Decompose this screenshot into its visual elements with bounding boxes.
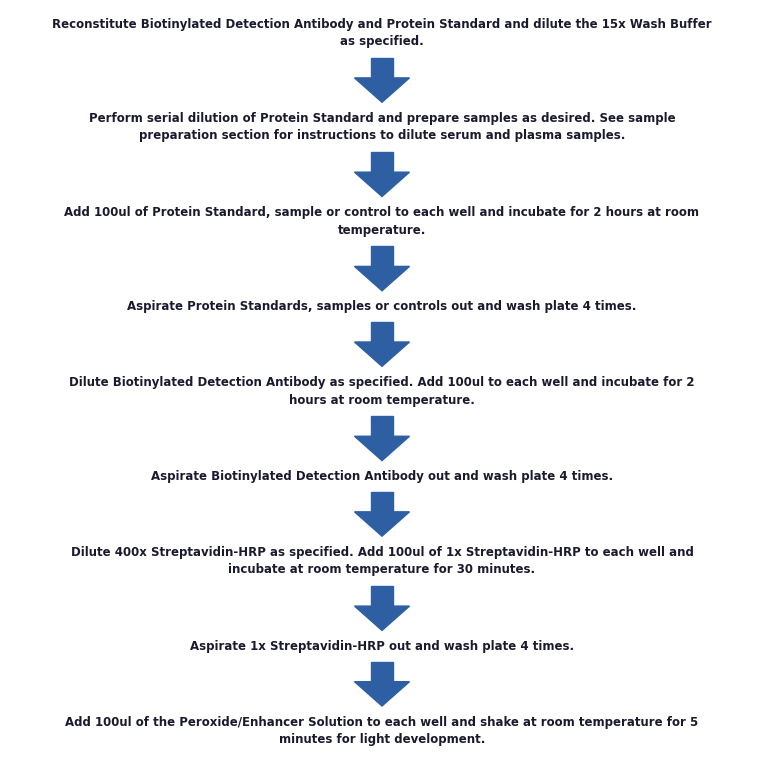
Text: Dilute 400x Streptavidin-HRP as specified. Add 100ul of 1x Streptavidin-HRP to e: Dilute 400x Streptavidin-HRP as specifie… — [70, 546, 694, 576]
Bar — [371, 247, 393, 267]
Bar — [371, 416, 393, 436]
Bar — [371, 322, 393, 342]
Text: Aspirate 1x Streptavidin-HRP out and wash plate 4 times.: Aspirate 1x Streptavidin-HRP out and was… — [190, 639, 574, 652]
Polygon shape — [354, 342, 410, 367]
Polygon shape — [354, 267, 410, 291]
Bar — [371, 586, 393, 606]
Polygon shape — [354, 512, 410, 536]
Text: Aspirate Protein Standards, samples or controls out and wash plate 4 times.: Aspirate Protein Standards, samples or c… — [128, 300, 636, 313]
Bar — [371, 58, 393, 78]
Text: Add 100ul of the Peroxide/Enhancer Solution to each well and shake at room tempe: Add 100ul of the Peroxide/Enhancer Solut… — [66, 716, 698, 746]
Polygon shape — [354, 436, 410, 461]
Text: Perform serial dilution of Protein Standard and prepare samples as desired. See : Perform serial dilution of Protein Stand… — [89, 112, 675, 143]
Polygon shape — [354, 681, 410, 706]
Text: Dilute Biotinylated Detection Antibody as specified. Add 100ul to each well and : Dilute Biotinylated Detection Antibody a… — [70, 376, 694, 406]
Polygon shape — [354, 172, 410, 196]
Text: Aspirate Biotinylated Detection Antibody out and wash plate 4 times.: Aspirate Biotinylated Detection Antibody… — [151, 470, 613, 483]
Bar — [371, 152, 393, 172]
Polygon shape — [354, 606, 410, 630]
Text: Reconstitute Biotinylated Detection Antibody and Protein Standard and dilute the: Reconstitute Biotinylated Detection Anti… — [52, 18, 712, 48]
Polygon shape — [354, 78, 410, 102]
Bar — [371, 492, 393, 512]
Bar — [371, 662, 393, 681]
Text: Add 100ul of Protein Standard, sample or control to each well and incubate for 2: Add 100ul of Protein Standard, sample or… — [64, 206, 700, 237]
